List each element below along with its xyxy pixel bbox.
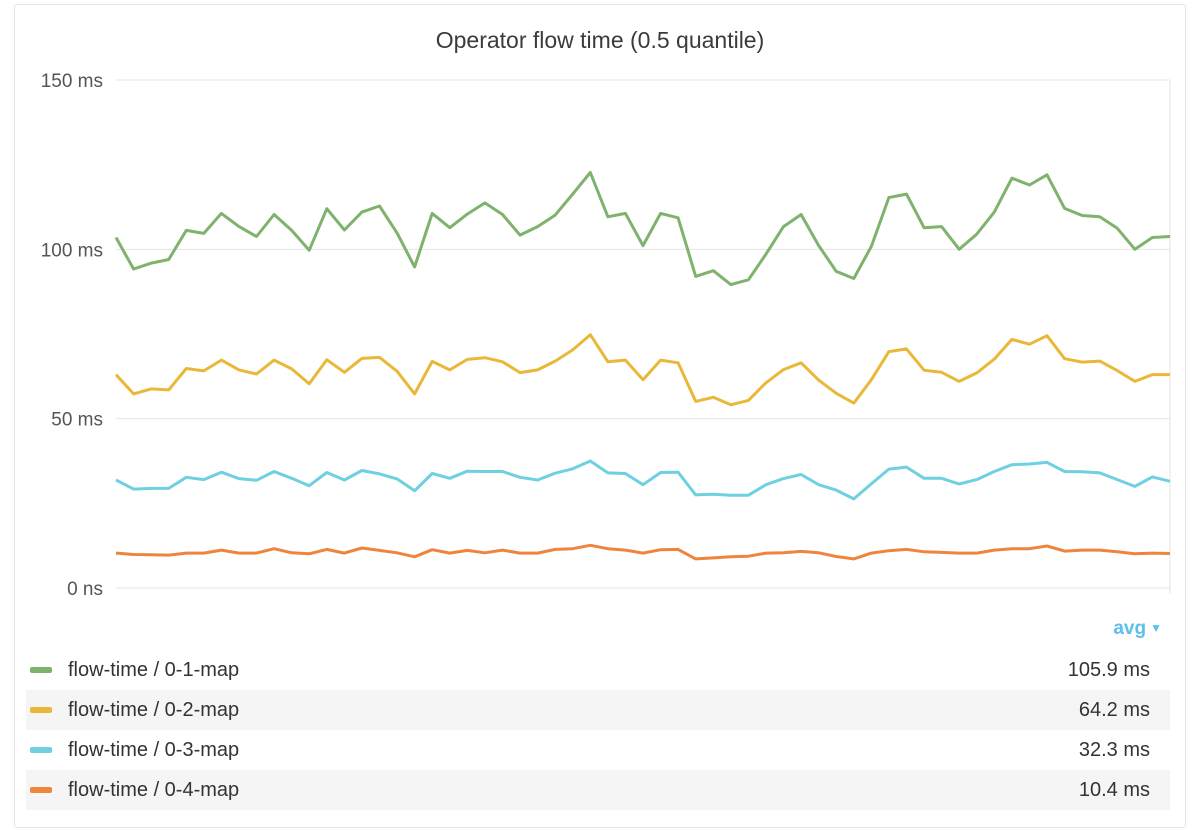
legend-sort-avg-header[interactable]: avg ▼ — [1113, 618, 1162, 640]
legend-swatch[interactable] — [30, 707, 52, 713]
legend-stat-label: avg — [1113, 618, 1147, 639]
legend-row[interactable]: flow-time / 0-1-map 105.9 ms — [26, 650, 1170, 690]
y-tick-label: 100 ms — [41, 240, 103, 261]
legend-swatch[interactable] — [30, 667, 52, 673]
legend-row[interactable]: flow-time / 0-3-map 32.3 ms — [26, 730, 1170, 770]
legend-avg-value: 105.9 ms — [1067, 658, 1150, 681]
legend-series-name[interactable]: flow-time / 0-2-map — [68, 698, 240, 721]
line-chart: 0 ns 50 ms 100 ms 150 ms — [41, 71, 1171, 600]
legend-avg-value: 10.4 ms — [1078, 778, 1150, 801]
legend-swatch[interactable] — [30, 787, 52, 793]
legend-avg-value: 32.3 ms — [1078, 738, 1150, 761]
series-line-2[interactable] — [114, 333, 1170, 407]
y-tick-label: 150 ms — [41, 71, 103, 92]
legend-avg-value: 64.2 ms — [1078, 698, 1150, 721]
series-line-1[interactable] — [114, 171, 1171, 287]
y-tick-label: 0 ns — [67, 579, 103, 600]
series-line-4[interactable] — [115, 543, 1171, 561]
series-line-3[interactable] — [115, 459, 1171, 501]
y-axis-ticks: 0 ns 50 ms 100 ms 150 ms — [41, 71, 103, 600]
caret-down-icon: ▼ — [1150, 621, 1162, 635]
legend-row[interactable]: flow-time / 0-2-map 64.2 ms — [26, 690, 1170, 730]
legend-swatch[interactable] — [30, 747, 52, 753]
legend-row[interactable]: flow-time / 0-4-map 10.4 ms — [26, 770, 1170, 810]
grid-lines — [116, 79, 1171, 594]
legend: flow-time / 0-1-map 105.9 ms flow-time / 0… — [26, 650, 1170, 810]
y-tick-label: 50 ms — [51, 410, 103, 431]
series-lines — [114, 171, 1171, 561]
legend-series-name[interactable]: flow-time / 0-1-map — [68, 658, 240, 681]
legend-series-name[interactable]: flow-time / 0-4-map — [68, 778, 240, 801]
chart-title: Operator flow time (0.5 quantile) — [435, 27, 765, 53]
legend-series-name[interactable]: flow-time / 0-3-map — [68, 738, 240, 761]
